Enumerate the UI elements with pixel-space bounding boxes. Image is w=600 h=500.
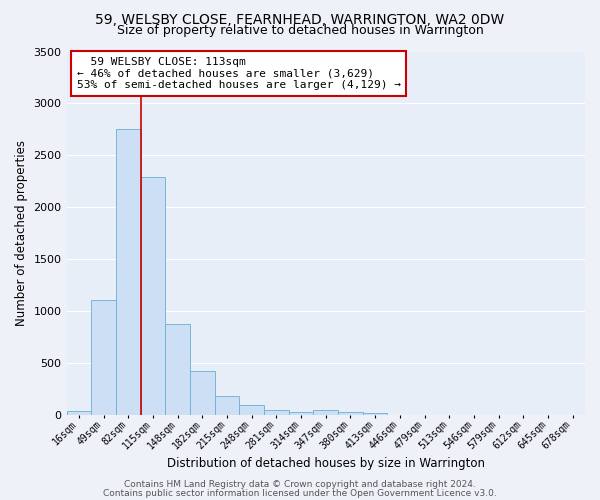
Bar <box>67 411 91 416</box>
Bar <box>116 130 140 416</box>
Bar <box>289 412 313 416</box>
Bar <box>140 178 165 416</box>
Text: 59, WELSBY CLOSE, FEARNHEAD, WARRINGTON, WA2 0DW: 59, WELSBY CLOSE, FEARNHEAD, WARRINGTON,… <box>95 12 505 26</box>
Bar <box>91 300 116 416</box>
X-axis label: Distribution of detached houses by size in Warrington: Distribution of detached houses by size … <box>167 457 485 470</box>
Bar <box>313 410 338 416</box>
Text: 59 WELSBY CLOSE: 113sqm  
← 46% of detached houses are smaller (3,629)
53% of se: 59 WELSBY CLOSE: 113sqm ← 46% of detache… <box>77 57 401 90</box>
Bar <box>190 370 215 416</box>
Text: Size of property relative to detached houses in Warrington: Size of property relative to detached ho… <box>116 24 484 37</box>
Bar <box>215 396 239 415</box>
Bar <box>264 410 289 416</box>
Text: Contains HM Land Registry data © Crown copyright and database right 2024.: Contains HM Land Registry data © Crown c… <box>124 480 476 489</box>
Y-axis label: Number of detached properties: Number of detached properties <box>15 140 28 326</box>
Bar <box>388 415 412 416</box>
Bar <box>363 413 388 416</box>
Text: Contains public sector information licensed under the Open Government Licence v3: Contains public sector information licen… <box>103 488 497 498</box>
Bar <box>239 405 264 415</box>
Bar <box>338 412 363 416</box>
Bar <box>165 324 190 416</box>
